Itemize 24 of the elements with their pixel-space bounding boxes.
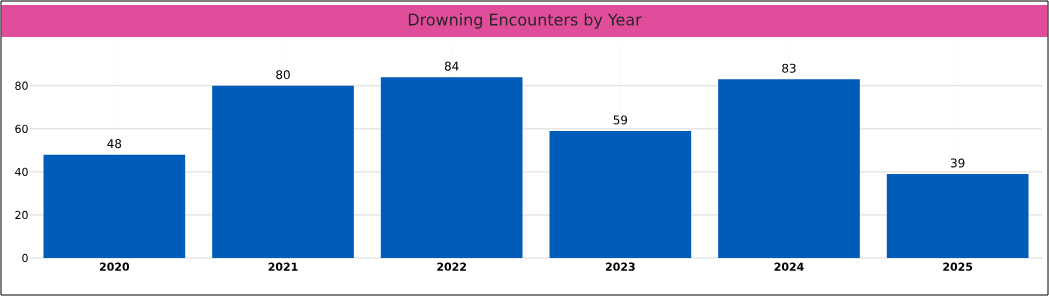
- data-label: 39: [950, 158, 965, 168]
- bar: [380, 77, 523, 258]
- data-label: 48: [107, 139, 122, 149]
- chart-title: Drowning Encounters by Year: [408, 13, 642, 29]
- data-label: 83: [782, 63, 796, 73]
- x-tick-label: 2022: [437, 262, 466, 271]
- data-label: 59: [613, 115, 628, 125]
- bar: [886, 174, 1029, 258]
- y-tick-label: 80: [15, 81, 28, 90]
- bar: [43, 154, 186, 258]
- bar: [718, 79, 860, 258]
- x-tick-label: 2021: [268, 262, 298, 271]
- y-tick-label: 20: [15, 210, 28, 220]
- bar: [549, 130, 692, 258]
- data-label: 80: [276, 70, 290, 80]
- x-tick-label: 2020: [99, 262, 130, 271]
- y-tick-label: 0: [22, 253, 28, 263]
- x-tick-label: 2023: [605, 262, 635, 271]
- x-tick-label: 2024: [774, 262, 804, 271]
- y-tick-label: 60: [15, 124, 28, 133]
- data-label: 84: [444, 61, 459, 71]
- y-tick-label: 40: [15, 167, 28, 177]
- bar: [212, 85, 354, 258]
- x-tick-label: 2025: [943, 262, 973, 271]
